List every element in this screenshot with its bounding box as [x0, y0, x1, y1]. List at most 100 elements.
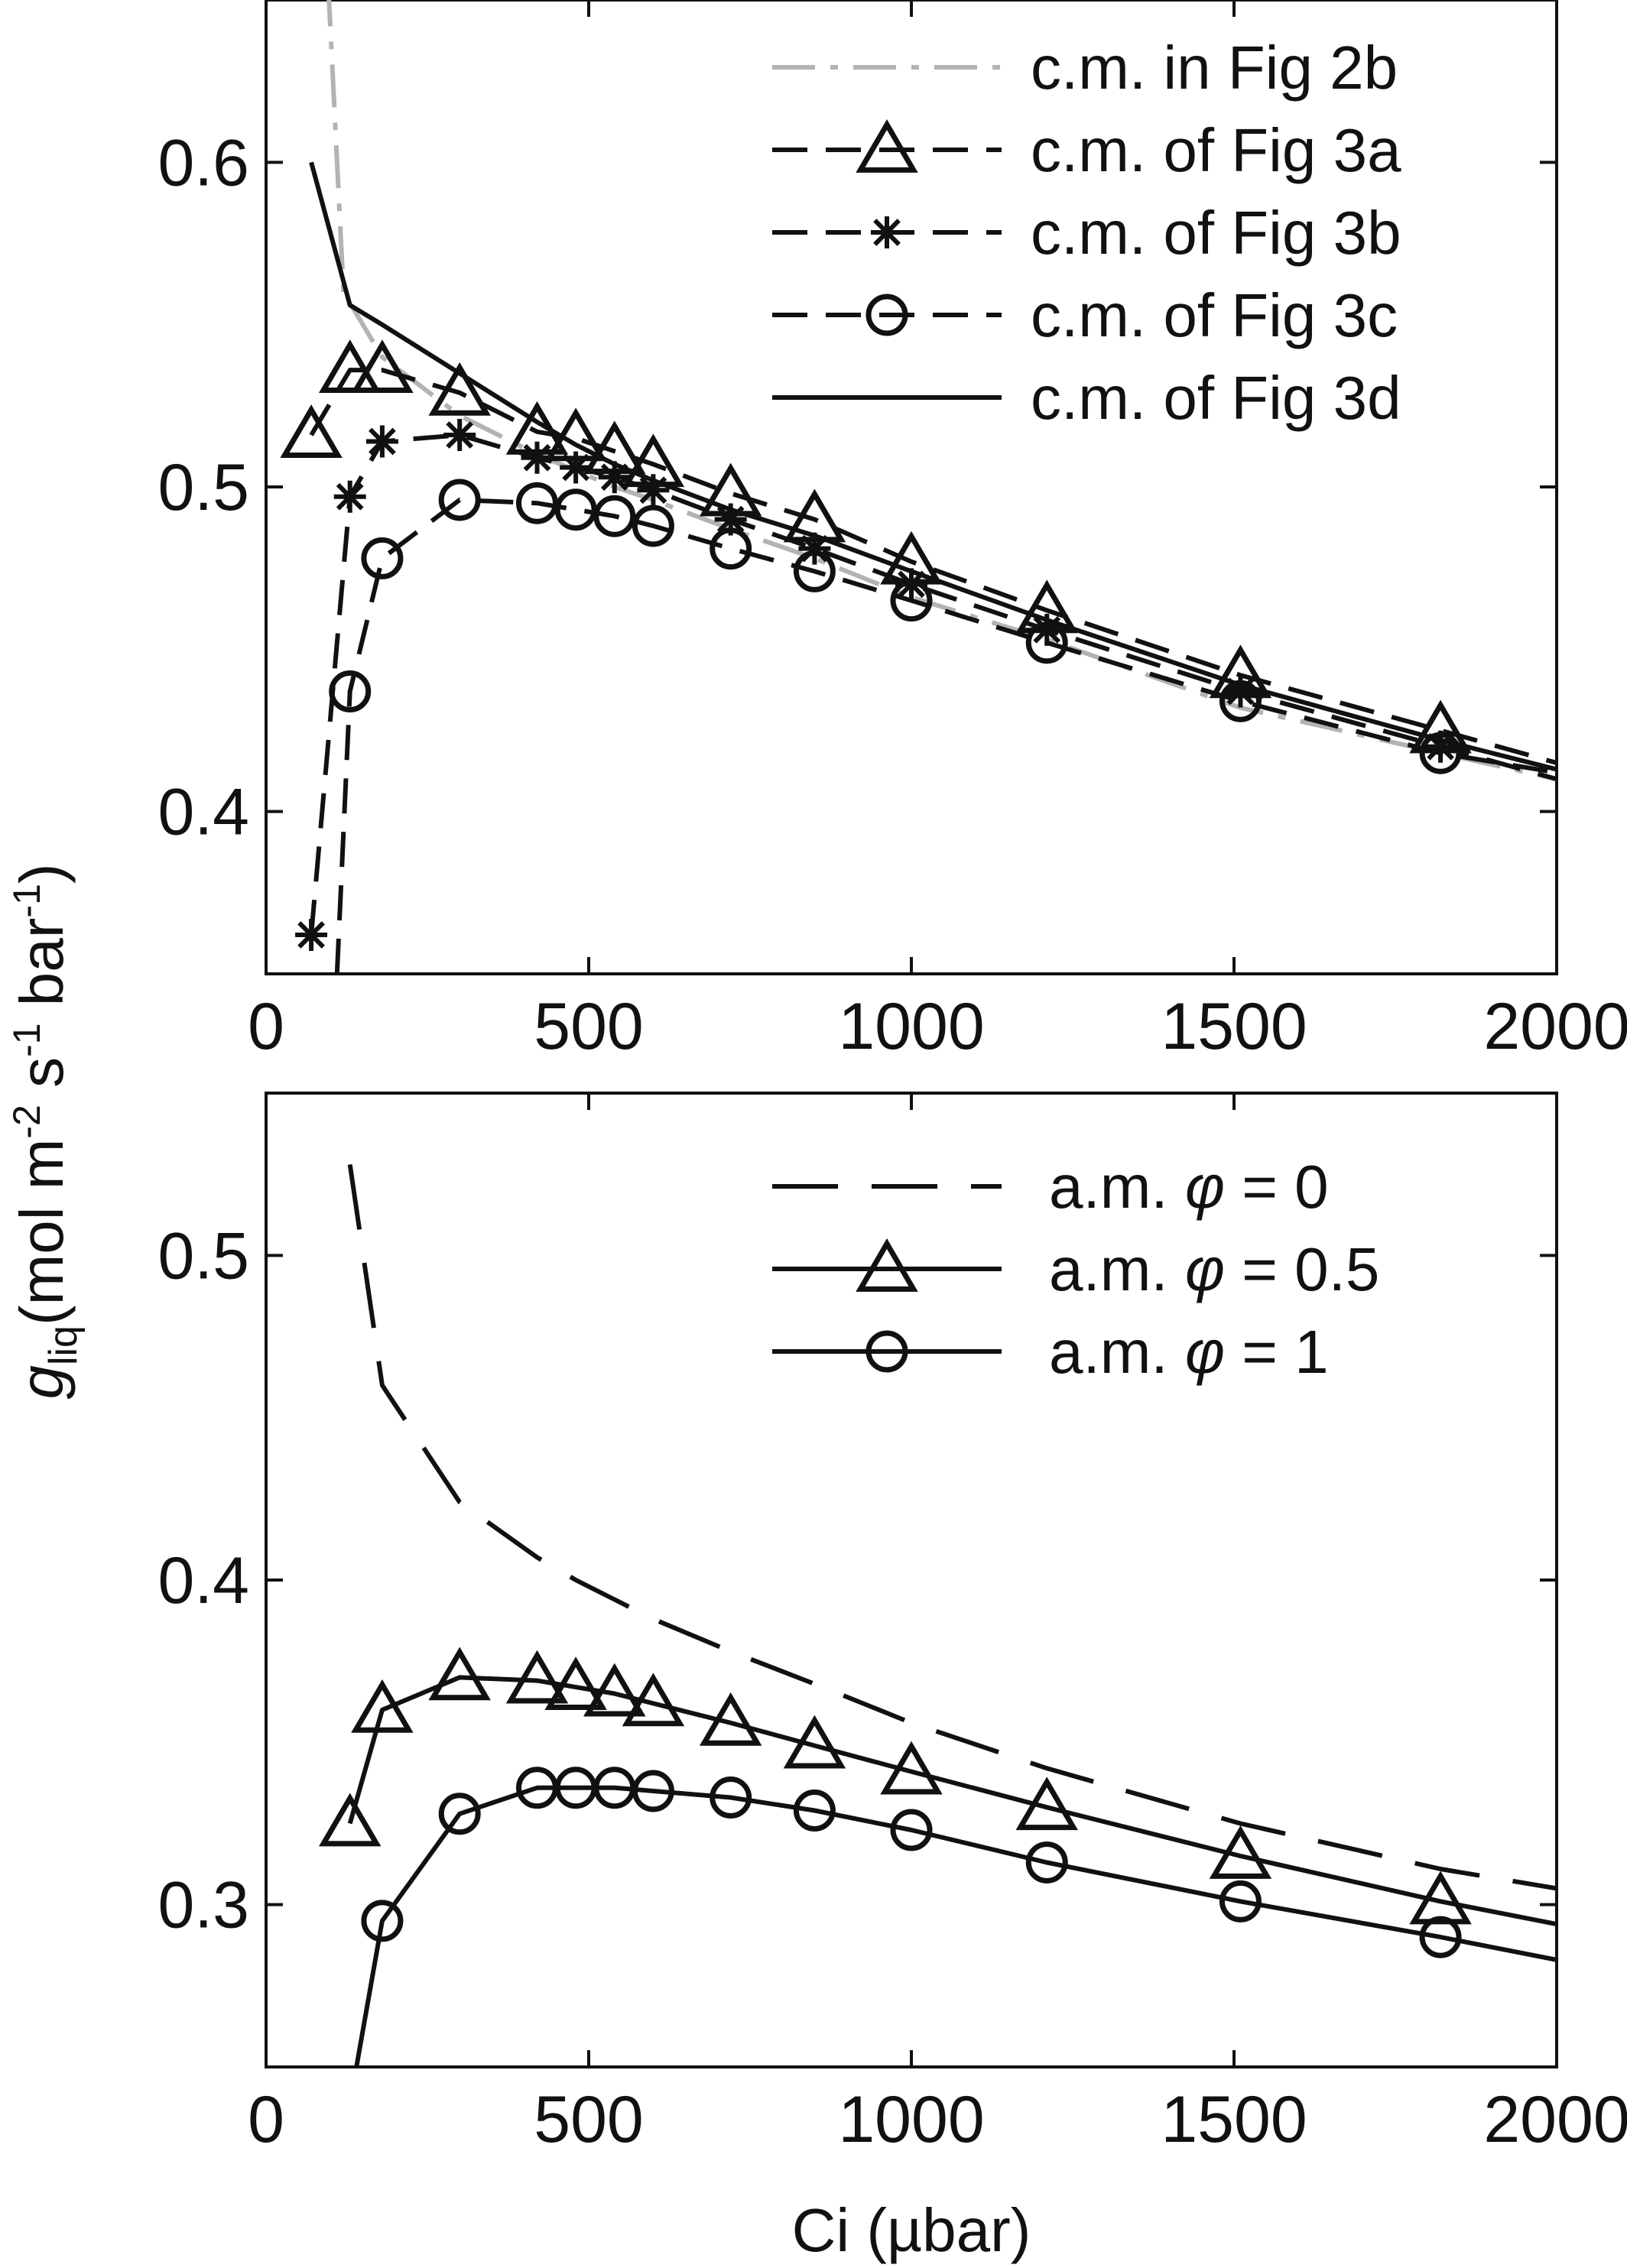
- top-series-2-marker: [521, 441, 554, 474]
- top-series-2-marker: [598, 461, 631, 494]
- top-x-tick-label: 500: [534, 990, 644, 1063]
- top-legend-marker-3: [865, 294, 908, 336]
- top-series-2-marker: [560, 451, 593, 484]
- top-series-1-marker: [351, 339, 414, 394]
- top-series-3-marker: [554, 488, 597, 531]
- bottom-series-1-marker: [318, 1793, 382, 1847]
- top-series-line-1: [309, 368, 1557, 765]
- y-axis-title: gliq(mol m-2 s-1 bar-1): [5, 863, 86, 1399]
- top-legend: c.m. in Fig 2b c.m. of Fig 3a c.m. of Fig …: [772, 34, 1401, 432]
- bottom-series-1-marker: [1015, 1776, 1078, 1831]
- bottom-legend-label-0: a.m. φ = 0: [1049, 1153, 1329, 1221]
- top-legend-label-2: c.m. of Fig 3b: [1031, 199, 1401, 267]
- bottom-series-2-marker: [890, 1809, 933, 1851]
- top-x-tick-label: 1500: [1161, 990, 1307, 1063]
- top-y-tick-label: 0.4: [158, 776, 249, 849]
- bottom-series-2-marker: [438, 1793, 481, 1835]
- y-axis-units-close: ): [8, 863, 76, 884]
- bottom-legend-marker-1: [856, 1238, 918, 1292]
- y-axis-var: g: [8, 1365, 76, 1400]
- bottom-series-line-0: [347, 1163, 1557, 1891]
- top-series-1-marker: [318, 339, 382, 394]
- top-series-2-marker: [637, 474, 670, 507]
- bottom-y-tick-label: 0.4: [158, 1544, 249, 1617]
- top-series-3-marker: [710, 527, 752, 570]
- top-series-3-marker: [1025, 621, 1068, 664]
- bottom-legend: a.m. φ = 0 a.m. φ = 0.5 a.m. φ = 1: [772, 1153, 1379, 1386]
- top-series-2-marker: [1224, 675, 1257, 708]
- top-series-2-marker: [333, 480, 366, 513]
- top-series-line-3: [334, 498, 1557, 974]
- top-series-2-marker: [443, 419, 476, 452]
- bottom-series-1-marker: [428, 1647, 491, 1701]
- top-series-1-marker: [280, 404, 343, 458]
- bottom-series-1-marker: [699, 1692, 762, 1746]
- top-legend-marker-1: [856, 119, 918, 173]
- bottom-series-1-marker: [880, 1741, 943, 1795]
- bottom-series-1-marker: [622, 1673, 685, 1727]
- bottom-x-tick-label: 2000: [1483, 2083, 1627, 2156]
- top-series-1-marker: [428, 362, 491, 416]
- bottom-plot-frame: [265, 1092, 1558, 2068]
- y-axis-sup-2: -1: [5, 1023, 48, 1056]
- bottom-series-2-marker: [1219, 1880, 1262, 1922]
- bottom-series-2-marker: [1025, 1841, 1068, 1884]
- bottom-x-tick-label: 1000: [838, 2083, 984, 2156]
- bottom-series-line-2: [354, 1785, 1557, 2067]
- y-axis-sup-3: -1: [5, 884, 48, 917]
- top-series-2-marker: [1424, 730, 1457, 763]
- top-series-3-marker: [1419, 732, 1462, 774]
- bottom-series-group: [318, 1163, 1557, 2067]
- top-y-tick-label: 0.6: [158, 126, 249, 200]
- bottom-series-2-marker: [793, 1789, 836, 1832]
- bottom-series-1-marker: [544, 1656, 607, 1711]
- bottom-y-tick-label: 0.3: [158, 1869, 249, 1942]
- top-series-2-marker: [295, 919, 328, 952]
- bottom-series-2-marker: [1419, 1916, 1462, 1958]
- y-axis-units-open: (mol m: [8, 1139, 76, 1325]
- bottom-legend-marker-2: [865, 1330, 908, 1373]
- top-x-tick-label: 2000: [1483, 990, 1627, 1063]
- bottom-series-1-marker: [583, 1663, 646, 1717]
- top-series-3-marker: [361, 537, 404, 579]
- top-series-group: [280, 0, 1557, 974]
- y-axis-units-mid: s: [8, 1057, 76, 1105]
- bottom-x-tick-label: 1500: [1161, 2083, 1307, 2156]
- top-series-2-marker: [1031, 613, 1064, 646]
- bottom-legend-label-1: a.m. φ = 0.5: [1049, 1235, 1379, 1303]
- top-series-3-marker: [593, 495, 636, 537]
- bottom-x-tick-label: 0: [248, 2083, 284, 2156]
- top-series-2-marker: [798, 532, 831, 565]
- top-series-3-marker: [793, 550, 836, 592]
- top-series-3-marker: [329, 670, 372, 713]
- bottom-x-tick-label: 500: [534, 2083, 644, 2156]
- bottom-series-2-marker: [710, 1776, 752, 1819]
- bottom-series-1-marker: [505, 1650, 569, 1704]
- y-axis-var-sub: liq: [41, 1325, 86, 1365]
- top-x-tick-label: 0: [248, 990, 284, 1063]
- top-legend-label-0: c.m. in Fig 2b: [1031, 34, 1398, 102]
- top-legend-label-3: c.m. of Fig 3c: [1031, 281, 1398, 349]
- top-series-line-4: [309, 161, 1557, 772]
- top-legend-marker-2: [871, 216, 903, 248]
- bottom-series-2-marker: [632, 1770, 674, 1812]
- top-series-3-marker: [632, 505, 674, 547]
- top-series-2-marker: [365, 425, 398, 458]
- bottom-series-1-marker: [1409, 1871, 1472, 1925]
- top-legend-label-1: c.m. of Fig 3a: [1031, 116, 1401, 184]
- top-series-2-marker: [714, 503, 747, 536]
- top-series-3-marker: [438, 479, 481, 521]
- top-series-3-marker: [890, 579, 933, 622]
- top-legend-label-4: c.m. of Fig 3d: [1031, 364, 1401, 432]
- bottom-series-1-marker: [351, 1679, 414, 1733]
- y-axis-units-mid2: bar: [8, 918, 76, 1024]
- bottom-series-2-marker: [361, 1900, 404, 1942]
- bottom-y-tick-label: 0.5: [158, 1219, 249, 1293]
- bottom-series-1-marker: [783, 1715, 846, 1769]
- bottom-legend-label-2: a.m. φ = 1: [1049, 1318, 1329, 1386]
- top-x-tick-label: 1000: [838, 990, 984, 1063]
- top-series-3-marker: [515, 482, 558, 524]
- bottom-series-1-marker: [1209, 1825, 1272, 1879]
